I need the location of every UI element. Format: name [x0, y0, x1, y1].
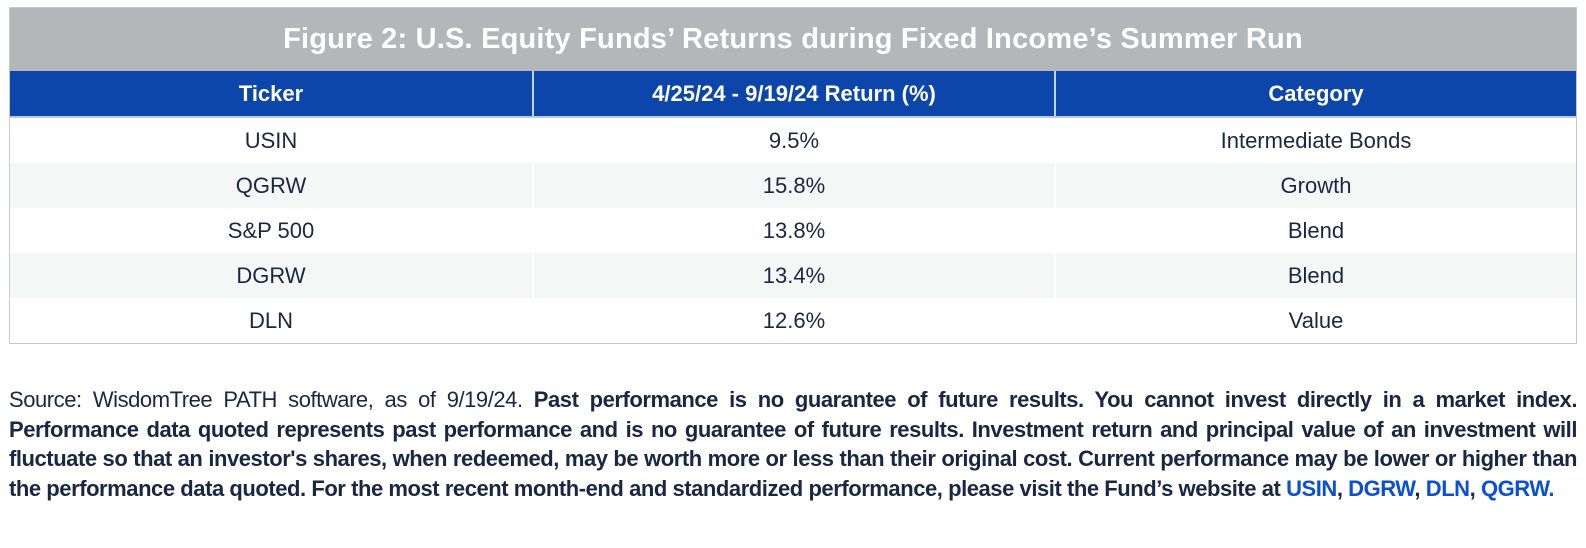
- column-header-category: Category: [1054, 71, 1576, 116]
- table-row: DGRW 13.4% Blend: [10, 253, 1576, 298]
- link-separator: ,: [1414, 475, 1426, 501]
- ticker-cell: QGRW: [235, 172, 307, 198]
- category-cell: Blend: [1054, 208, 1576, 253]
- table-row: QGRW 15.8% Growth: [10, 163, 1576, 208]
- category-cell: Intermediate Bonds: [1054, 118, 1576, 163]
- returns-table: Figure 2: U.S. Equity Funds’ Returns dur…: [9, 7, 1577, 344]
- ticker-cell: DGRW: [236, 262, 306, 288]
- return-cell: 13.4%: [532, 253, 1054, 298]
- ticker-cell: DLN: [248, 307, 293, 333]
- final-period: .: [1548, 475, 1555, 501]
- table-row: S&P 500 13.8% Blend: [10, 208, 1576, 253]
- category-cell: Value: [1054, 298, 1576, 343]
- fund-link-usin[interactable]: USIN: [1286, 475, 1337, 501]
- disclaimer-text: Source: WisdomTree PATH software, as of …: [9, 385, 1577, 503]
- fund-link-dgrw[interactable]: DGRW: [1348, 475, 1415, 501]
- ticker-cell: USIN: [244, 127, 298, 153]
- performance-disclaimer: Past performance is no guarantee of futu…: [9, 387, 1577, 501]
- ticker-cell: S&P 500: [227, 217, 315, 243]
- return-cell: 13.8%: [532, 208, 1054, 253]
- return-cell: 12.6%: [532, 298, 1054, 343]
- return-cell: 9.5%: [532, 118, 1054, 163]
- table-row: USIN 9.5% Intermediate Bonds: [10, 118, 1576, 163]
- source-note: Source: WisdomTree PATH software, as of …: [9, 387, 534, 412]
- link-separator: ,: [1336, 475, 1349, 501]
- fund-link-dln[interactable]: DLN: [1425, 475, 1470, 501]
- link-separator: ,: [1469, 475, 1481, 501]
- column-header-return: 4/25/24 - 9/19/24 Return (%): [532, 71, 1054, 116]
- figure-title: Figure 2: U.S. Equity Funds’ Returns dur…: [10, 8, 1576, 71]
- table-row: DLN 12.6% Value: [10, 298, 1576, 343]
- category-cell: Blend: [1054, 253, 1576, 298]
- column-header-ticker: Ticker: [238, 80, 304, 106]
- fund-link-qgrw[interactable]: QGRW: [1480, 475, 1549, 501]
- table-header-row: Ticker 4/25/24 - 9/19/24 Return (%) Cate…: [10, 71, 1576, 118]
- category-cell: Growth: [1054, 163, 1576, 208]
- return-cell: 15.8%: [532, 163, 1054, 208]
